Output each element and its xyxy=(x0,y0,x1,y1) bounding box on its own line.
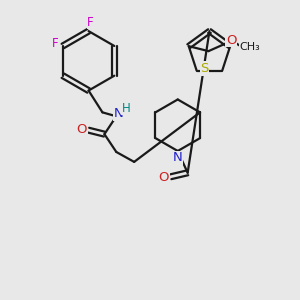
Text: H: H xyxy=(122,102,130,115)
Text: CH₃: CH₃ xyxy=(240,42,260,52)
Text: S: S xyxy=(200,62,209,75)
Text: N: N xyxy=(173,152,183,164)
Text: F: F xyxy=(87,16,94,29)
Text: F: F xyxy=(52,38,58,50)
Text: N: N xyxy=(113,107,123,120)
Text: O: O xyxy=(226,34,237,47)
Text: O: O xyxy=(76,123,87,136)
Text: O: O xyxy=(159,171,169,184)
